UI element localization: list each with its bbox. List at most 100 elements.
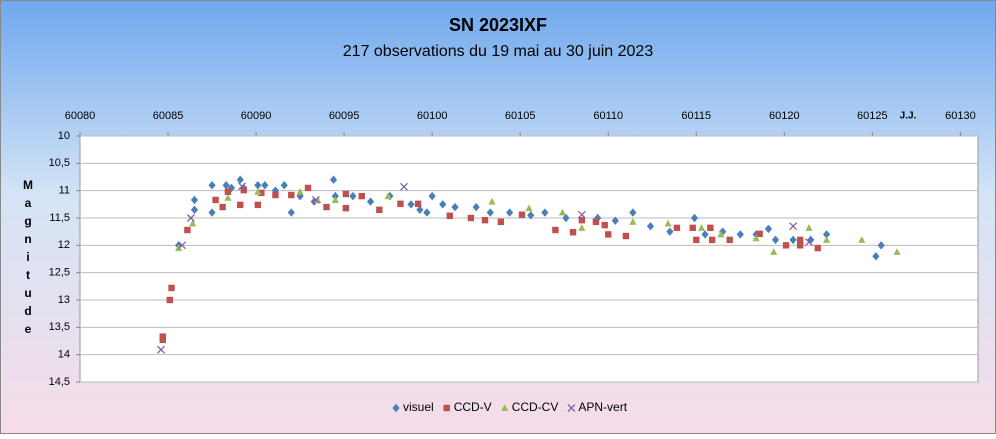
data-point: [342, 190, 350, 198]
x-tick-label: 60110: [593, 110, 623, 122]
data-point: [673, 224, 681, 232]
legend-marker: [443, 404, 450, 412]
x-tick-label: 60090: [241, 110, 272, 122]
data-point: [222, 181, 230, 190]
data-point: [578, 216, 586, 224]
data-point: [287, 208, 295, 217]
x-tick-label: 60095: [329, 110, 360, 122]
data-point: [701, 230, 709, 239]
data-point: [805, 224, 813, 231]
chart-title: SN 2023IXF: [449, 15, 547, 35]
data-point: [272, 191, 279, 199]
data-point: [756, 230, 763, 238]
data-point: [288, 191, 295, 199]
data-point: [224, 193, 232, 201]
data-point: [525, 204, 533, 212]
data-point: [629, 218, 637, 225]
data-point: [689, 224, 696, 232]
data-point: [397, 200, 404, 207]
data-point: [605, 231, 612, 238]
data-point: [877, 241, 885, 250]
legend-marker: [392, 403, 400, 413]
y-tick-label: 11,5: [49, 212, 70, 224]
legend-label: CCD-V: [454, 400, 492, 414]
data-point: [296, 187, 304, 195]
data-point: [601, 221, 608, 229]
data-point: [314, 196, 322, 203]
data-point: [872, 252, 880, 261]
data-point: [497, 218, 505, 226]
data-point: [349, 191, 357, 201]
data-point: [258, 189, 265, 197]
data-point: [629, 208, 637, 217]
plot-area: [79, 135, 979, 383]
data-point: [212, 196, 219, 204]
y-tick-label: 10: [58, 130, 70, 142]
data-point: [736, 230, 744, 239]
data-point: [782, 242, 790, 249]
x-tick-label: 60130: [945, 110, 976, 122]
data-point: [822, 236, 831, 243]
data-point: [805, 238, 813, 247]
data-point: [311, 196, 320, 204]
data-point: [707, 224, 714, 232]
x-tick-label: 60100: [417, 110, 448, 122]
data-point: [789, 235, 797, 245]
data-point: [562, 213, 570, 223]
data-point: [237, 201, 244, 209]
data-point: [414, 200, 422, 207]
data-point: [858, 236, 866, 243]
legend-marker: [567, 404, 576, 412]
data-point: [486, 208, 494, 217]
data-point: [578, 224, 586, 231]
data-point: [271, 186, 280, 195]
x-tick-label: 60105: [505, 110, 536, 122]
data-point: [224, 188, 232, 195]
y-tick-label: 11: [59, 185, 70, 197]
data-point: [472, 202, 480, 212]
data-point: [541, 208, 549, 217]
data-point: [592, 218, 600, 226]
data-point: [261, 181, 269, 190]
y-tick-label: 14,5: [49, 376, 70, 388]
data-point: [664, 219, 672, 227]
data-point: [376, 206, 383, 213]
data-point: [219, 203, 226, 211]
y-tick-label: 10,5: [49, 157, 70, 169]
data-point: [446, 212, 453, 220]
x-tick-label: 60080: [65, 110, 96, 122]
data-point: [407, 200, 415, 209]
data-point: [189, 219, 197, 227]
x-tick-label: 60125: [857, 110, 888, 122]
x-tick-label: 60115: [681, 110, 711, 122]
data-point: [796, 236, 804, 244]
legend-label: APN-vert: [578, 400, 627, 414]
data-point: [175, 244, 183, 252]
data-point: [208, 181, 216, 190]
data-point: [527, 211, 535, 220]
data-point: [159, 333, 166, 340]
data-point: [428, 191, 436, 201]
data-point: [184, 226, 191, 234]
data-point: [764, 224, 773, 234]
y-tick-label: 13,5: [49, 321, 70, 333]
data-point: [690, 213, 699, 223]
data-point: [467, 214, 475, 222]
data-point: [594, 213, 602, 223]
data-point: [693, 236, 700, 244]
data-point: [439, 200, 447, 209]
data-point: [304, 184, 312, 192]
data-point: [506, 208, 514, 217]
data-point: [814, 244, 821, 252]
legend-label: CCD-CV: [512, 400, 559, 414]
data-point: [178, 241, 187, 250]
data-point: [451, 202, 459, 212]
data-point: [342, 204, 350, 212]
data-point: [157, 345, 165, 354]
data-point: [893, 248, 901, 255]
data-point: [358, 192, 365, 200]
data-point: [481, 216, 489, 224]
data-point: [236, 175, 244, 184]
data-point: [708, 236, 716, 244]
data-point: [384, 192, 392, 200]
